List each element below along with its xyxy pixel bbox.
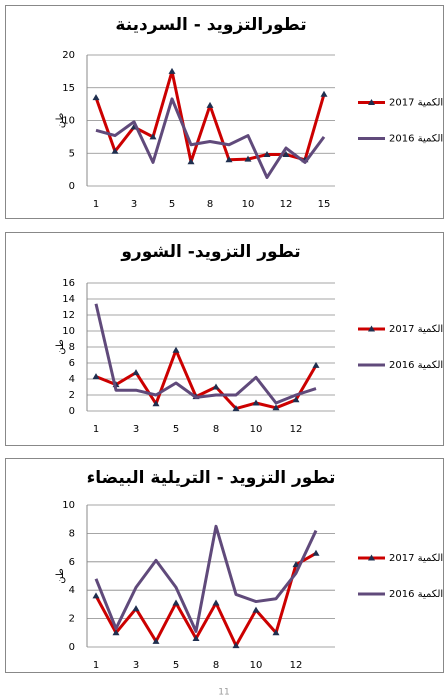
marker — [232, 405, 240, 412]
y-tick-label: 0 — [69, 642, 75, 653]
x-tick-label: 12 — [290, 424, 303, 435]
legend-label: الكمية 2017 — [389, 98, 443, 109]
series-line — [95, 97, 326, 179]
y-tick-label: 6 — [69, 358, 75, 369]
legend-label: الكمية 2016 — [389, 360, 443, 371]
marker — [149, 133, 157, 140]
marker — [252, 399, 260, 406]
y-tick-label: 10 — [62, 326, 75, 337]
marker — [263, 151, 271, 158]
y-tick-label: 8 — [69, 342, 75, 353]
legend-marker — [368, 99, 375, 105]
series-line — [94, 551, 317, 648]
marker — [252, 606, 260, 613]
marker — [168, 67, 176, 74]
x-tick-label: 10 — [242, 199, 255, 210]
marker — [172, 346, 180, 353]
marker — [187, 158, 195, 165]
y-tick-label: 12 — [62, 310, 75, 321]
y-tick-label: 16 — [62, 278, 75, 289]
marker — [320, 90, 328, 97]
marker — [92, 373, 100, 380]
marker — [152, 400, 160, 407]
y-tick-label: 6 — [69, 557, 75, 568]
x-tick-label: 12 — [280, 199, 293, 210]
marker — [172, 599, 180, 606]
x-tick-label: 12 — [290, 660, 303, 671]
marker — [292, 396, 300, 403]
y-tick-label: 15 — [62, 83, 75, 94]
y-tick-label: 10 — [62, 116, 75, 127]
y-tick-label: 0 — [69, 181, 75, 192]
x-tick-label: 10 — [250, 660, 263, 671]
x-tick-label: 8 — [213, 660, 219, 671]
page-number: 11 — [218, 688, 229, 697]
marker — [152, 637, 160, 644]
x-tick-label: 1 — [93, 199, 99, 210]
y-tick-label: 5 — [69, 148, 75, 159]
series-line — [95, 348, 318, 411]
marker — [92, 94, 100, 101]
y-tick-label: 4 — [69, 585, 75, 596]
marker — [312, 549, 320, 556]
y-tick-label: 0 — [69, 406, 75, 417]
legend-label: الكمية 2017 — [389, 324, 443, 335]
marker — [212, 599, 220, 606]
y-tick-label: 14 — [62, 294, 75, 305]
x-tick-label: 1 — [93, 660, 99, 671]
marker — [292, 561, 300, 568]
marker — [244, 155, 252, 162]
x-tick-label: 5 — [169, 199, 175, 210]
marker — [132, 605, 140, 612]
marker — [111, 147, 119, 154]
marker — [232, 642, 240, 649]
legend-marker — [368, 554, 375, 561]
y-axis-label: طن — [55, 113, 66, 129]
chart-title: تطورالتزويد - السردينة — [115, 15, 306, 35]
x-tick-label: 1 — [93, 424, 99, 435]
marker — [192, 634, 200, 641]
y-tick-label: 2 — [69, 614, 75, 625]
y-tick-label: 2 — [69, 390, 75, 401]
chart-title: تطور التزويد - التريلية البيضاء — [87, 468, 336, 488]
legend-marker — [368, 325, 375, 332]
x-tick-label: 3 — [133, 660, 139, 671]
x-tick-label: 8 — [207, 199, 213, 210]
chart-frame — [5, 5, 444, 219]
x-tick-label: 3 — [131, 199, 137, 210]
marker — [206, 101, 214, 108]
x-tick-label: 5 — [173, 660, 179, 671]
marker — [272, 404, 280, 411]
x-tick-label: 10 — [250, 424, 263, 435]
y-tick-label: 8 — [69, 528, 75, 539]
series-line — [94, 303, 317, 405]
legend-label: الكمية 2016 — [389, 589, 443, 600]
y-axis-label: طن — [55, 339, 66, 355]
legend-label: الكمية 2017 — [389, 553, 443, 564]
x-tick-label: 8 — [213, 424, 219, 435]
x-tick-label: 3 — [133, 424, 139, 435]
marker — [92, 592, 100, 599]
y-axis-label: طن — [55, 568, 66, 584]
legend-label: الكمية 2016 — [389, 134, 443, 145]
y-tick-label: 10 — [62, 500, 75, 511]
marker — [132, 369, 140, 376]
marker — [312, 361, 320, 368]
y-tick-label: 4 — [69, 374, 75, 385]
chart-title: تطور التزويد- الشورو — [120, 242, 300, 262]
x-tick-label: 15 — [318, 199, 331, 210]
chart-frame — [5, 232, 444, 446]
chart-frame — [5, 458, 444, 673]
y-tick-label: 20 — [62, 50, 75, 61]
marker — [112, 629, 120, 636]
marker — [272, 629, 280, 636]
marker — [225, 156, 233, 163]
marker — [282, 151, 290, 158]
marker — [212, 383, 220, 390]
series-line — [94, 524, 318, 633]
x-tick-label: 5 — [173, 424, 179, 435]
